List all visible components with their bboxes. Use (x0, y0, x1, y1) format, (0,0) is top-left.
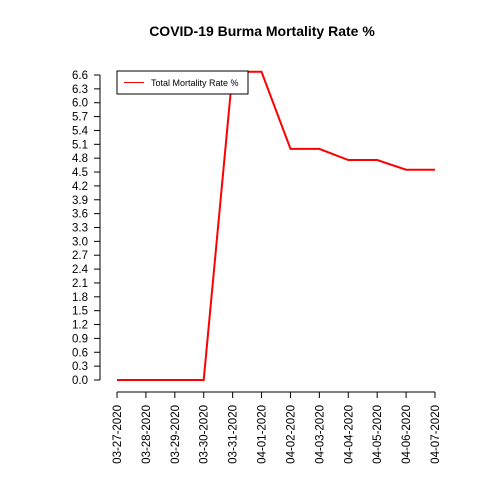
y-tick-label: 1.5 (72, 306, 88, 318)
y-tick-label: 2.1 (72, 278, 88, 290)
x-tick-label: 04-03-2020 (314, 405, 326, 464)
x-tick-label: 03-29-2020 (170, 405, 182, 464)
x-tick-label: 04-01-2020 (257, 405, 269, 464)
y-tick-label: 1.2 (72, 320, 88, 332)
y-tick-label: 3.0 (72, 236, 88, 248)
series-layer (117, 70, 435, 381)
legend: Total Mortality Rate % (116, 70, 249, 95)
y-tick-label: 5.7 (72, 112, 88, 124)
y-axis: 0.0 0.3 0.6 0.91.2 1.5 1.8 2.1 2.4 2.7 3.03.3 3.6 3… (72, 70, 101, 387)
legend-box (116, 70, 249, 95)
y-tick-label: 6.0 (72, 98, 88, 110)
x-tick-label: 03-28-2020 (141, 405, 153, 464)
x-tick-label: 04-06-2020 (401, 405, 413, 464)
series-line (117, 70, 435, 381)
legend-label: Total Mortality Rate % (151, 78, 239, 88)
y-tick-label: 6.3 (72, 84, 88, 96)
x-tick-label: 03-30-2020 (199, 405, 211, 464)
y-tick-label: 2.4 (72, 264, 89, 276)
x-tick-label: 03-27-2020 (112, 405, 124, 464)
x-tick-label: 04-02-2020 (285, 405, 297, 464)
chart-title: COVID-19 Burma Mortality Rate % (149, 23, 375, 39)
y-tick-label: 0.6 (72, 347, 88, 359)
y-tick-label: 2.7 (72, 250, 88, 262)
y-tick-label: 4.2 (72, 181, 88, 193)
x-tick-label: 04-05-2020 (372, 405, 384, 464)
y-tick-label: 6.6 (72, 70, 88, 82)
y-tick-label: 3.9 (72, 195, 88, 207)
y-tick-label: 4.8 (72, 153, 88, 165)
x-tick-label: 04-04-2020 (343, 405, 355, 464)
y-tick-label: 3.3 (72, 223, 88, 235)
y-tick-label: 0.9 (72, 333, 88, 345)
y-tick-label: 5.1 (72, 139, 88, 151)
y-tick-label: 3.6 (72, 209, 88, 221)
x-axis: 03-27-2020 03-28-2020 03-29-2020 03-30-2020… (112, 391, 442, 464)
y-tick-label: 1.8 (72, 292, 88, 304)
x-tick-label: 03-31-2020 (228, 405, 240, 464)
y-tick-label: 0.0 (72, 375, 88, 387)
y-tick-label: 0.3 (72, 361, 88, 373)
y-tick-label: 4.5 (72, 167, 88, 179)
x-tick-label: 04-07-2020 (430, 405, 442, 464)
y-tick-label: 5.4 (72, 125, 89, 137)
